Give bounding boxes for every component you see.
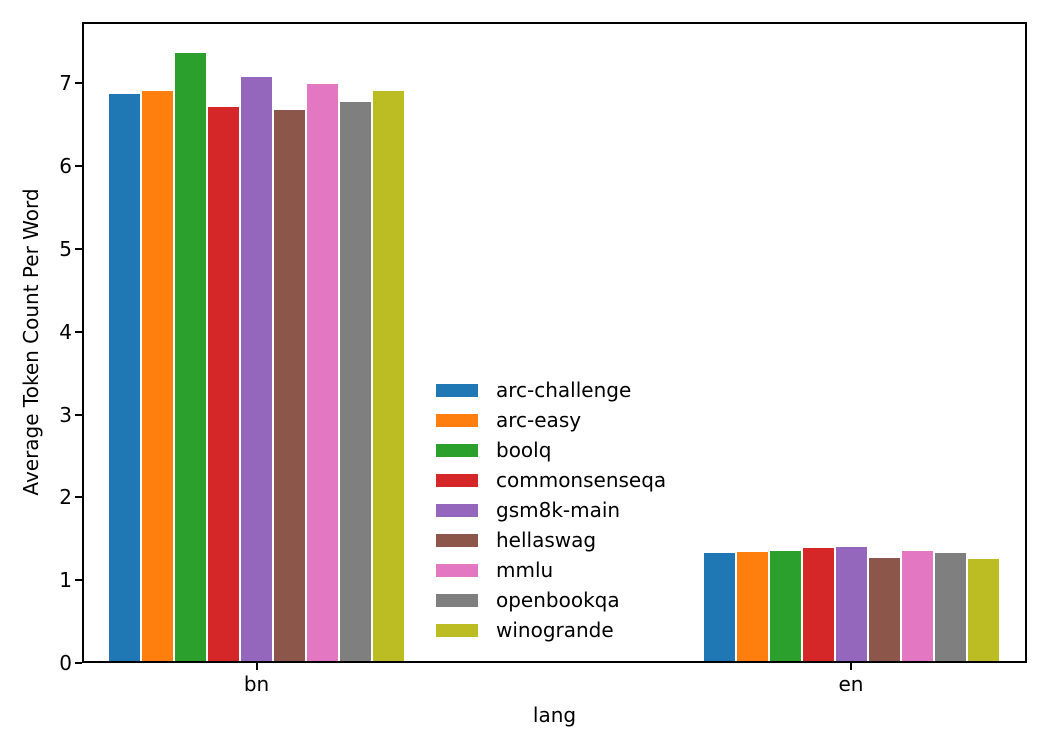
legend-label: gsm8k-main — [496, 498, 621, 522]
y-tick — [75, 330, 82, 333]
y-tick-label: 4 — [59, 319, 72, 344]
x-tick — [850, 663, 852, 670]
bar-winogrande-en — [967, 559, 999, 663]
y-axis-label: Average Token Count Per Word — [19, 188, 43, 496]
legend-item-arc-easy: arc-easy — [430, 405, 666, 435]
legend-label: arc-easy — [496, 408, 582, 432]
y-tick-label: 3 — [59, 402, 72, 427]
legend-label: openbookqa — [496, 588, 620, 612]
bar-openbookqa-en — [934, 552, 966, 663]
bar-mmlu-en — [901, 551, 933, 663]
legend-item-mmlu: mmlu — [430, 555, 666, 585]
y-tick — [75, 82, 82, 85]
bar-commonsenseqa-en — [802, 547, 834, 663]
y-tick — [75, 413, 82, 416]
bar-gsm8k-main-bn — [241, 77, 272, 663]
y-tick — [75, 247, 82, 250]
legend-swatch-hellaswag — [436, 533, 478, 547]
y-tick-label: 6 — [59, 154, 72, 179]
bar-commonsenseqa-bn — [208, 107, 239, 663]
legend-label: hellaswag — [496, 528, 597, 552]
legend-item-arc-challenge: arc-challenge — [430, 375, 666, 405]
legend-item-openbookqa: openbookqa — [430, 585, 666, 615]
bar-hellaswag-en — [868, 557, 900, 663]
y-tick — [75, 662, 82, 664]
bar-arc-easy-bn — [142, 90, 173, 663]
bar-gsm8k-main-en — [835, 547, 867, 663]
bar-winogrande-bn — [373, 90, 404, 663]
legend-item-winogrande: winogrande — [430, 615, 666, 645]
legend-item-hellaswag: hellaswag — [430, 525, 666, 555]
legend-item-commonsenseqa: commonsenseqa — [430, 465, 666, 495]
legend-item-boolq: boolq — [430, 435, 666, 465]
y-tick-label: 0 — [59, 651, 72, 675]
y-tick — [75, 579, 82, 582]
legend-swatch-arc-challenge — [436, 383, 478, 397]
legend-swatch-winogrande — [436, 623, 478, 637]
x-tick-label-bn: bn — [243, 672, 270, 696]
y-tick — [75, 496, 82, 499]
legend-label: winogrande — [496, 618, 614, 642]
legend-swatch-openbookqa — [436, 593, 478, 607]
bar-hellaswag-bn — [274, 109, 305, 663]
legend-swatch-gsm8k-main — [436, 503, 478, 517]
x-tick-label-en: en — [838, 672, 864, 696]
legend-swatch-boolq — [436, 443, 478, 457]
bar-mmlu-bn — [307, 84, 338, 663]
y-tick-label: 1 — [59, 568, 72, 593]
legend: arc-challenge arc-easy boolq commonsenseqa g… — [430, 375, 666, 645]
legend-label: boolq — [496, 438, 552, 462]
bar-openbookqa-bn — [340, 101, 371, 663]
legend-label: commonsenseqa — [496, 468, 667, 492]
legend-label: arc-challenge — [496, 378, 632, 402]
y-tick-label: 7 — [59, 71, 72, 96]
bar-arc-challenge-bn — [109, 94, 140, 663]
legend-label: mmlu — [496, 558, 554, 582]
bar-boolq-bn — [175, 52, 206, 663]
x-axis-label: lang — [532, 703, 577, 727]
legend-swatch-arc-easy — [436, 413, 478, 427]
bar-arc-challenge-en — [703, 552, 735, 663]
y-tick-label: 2 — [59, 485, 72, 510]
y-tick — [75, 165, 82, 168]
legend-item-gsm8k-main: gsm8k-main — [430, 495, 666, 525]
legend-swatch-mmlu — [436, 563, 478, 577]
y-tick-label: 5 — [59, 236, 72, 261]
x-tick — [255, 663, 258, 670]
legend-swatch-commonsenseqa — [436, 473, 478, 487]
bar-boolq-en — [769, 551, 801, 663]
bar-arc-easy-en — [736, 552, 768, 663]
